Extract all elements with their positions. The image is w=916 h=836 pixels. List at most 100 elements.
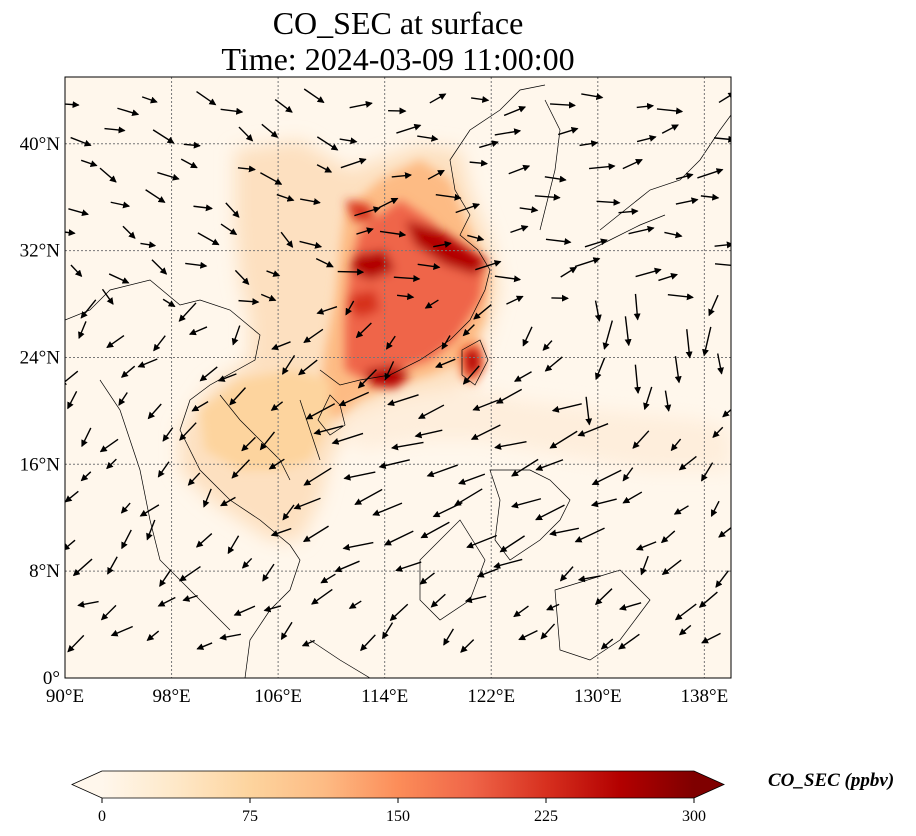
wind-arrow — [280, 621, 293, 641]
wind-arrow — [508, 164, 531, 175]
wind-arrow — [466, 534, 498, 549]
wind-arrow — [303, 328, 324, 344]
wind-arrow — [549, 430, 578, 449]
wind-arrow — [622, 159, 643, 170]
wind-arrow — [303, 88, 325, 103]
wind-arrow — [660, 530, 676, 544]
wind-arrow — [658, 273, 678, 282]
wind-arrow — [455, 203, 481, 214]
wind-arrow — [141, 96, 158, 104]
lon-tick-label: 122°E — [467, 686, 515, 707]
wind-arrow — [301, 639, 315, 647]
wind-arrow — [701, 462, 714, 482]
lat-tick-label: 40°N — [20, 134, 61, 155]
wind-arrow — [382, 622, 394, 640]
wind-arrow — [511, 458, 539, 477]
wind-arrow — [678, 455, 697, 471]
wind-arrow — [549, 527, 579, 537]
wind-arrow — [545, 238, 572, 246]
wind-arrow — [196, 91, 217, 106]
wind-arrow — [65, 101, 80, 109]
wind-arrow — [479, 140, 499, 149]
wind-arrow — [188, 326, 208, 336]
wind-arrow — [673, 505, 689, 515]
wind-arrow — [475, 260, 502, 271]
colorbar-min-extension — [72, 771, 102, 798]
wind-arrow — [560, 266, 578, 278]
wind-arrow — [238, 126, 254, 142]
wind-arrow — [104, 126, 126, 134]
wind-arrow — [697, 168, 724, 179]
wind-arrow — [579, 140, 599, 148]
wind-arrow — [519, 206, 539, 214]
wind-arrow — [594, 300, 602, 322]
wind-arrow — [140, 241, 157, 249]
wind-arrow — [70, 136, 92, 147]
lon-tick-label: 138°E — [681, 686, 729, 707]
wind-arrow — [602, 320, 613, 350]
wind-arrow — [685, 329, 693, 359]
wind-arrow — [231, 325, 241, 346]
wind-arrow — [417, 134, 439, 142]
wind-arrow — [241, 557, 253, 569]
wind-arrow — [420, 521, 450, 539]
wind-arrow — [462, 324, 475, 337]
wind-arrow — [65, 490, 79, 503]
wind-arrow — [337, 268, 365, 276]
wind-arrow — [147, 403, 162, 420]
wind-arrow — [635, 541, 657, 551]
wind-arrow — [624, 316, 632, 347]
wind-arrow — [157, 171, 180, 181]
wind-arrow — [429, 93, 447, 104]
wind-arrow — [460, 639, 475, 653]
wind-arrow — [340, 157, 367, 169]
wind-arrow — [345, 300, 355, 316]
wind-arrow — [419, 572, 435, 585]
wind-arrow — [197, 232, 220, 246]
wind-arrow — [378, 197, 399, 209]
wind-arrow — [72, 558, 93, 577]
wind-arrow — [424, 299, 439, 309]
wind-arrow — [191, 401, 209, 412]
wind-arrow — [316, 306, 338, 315]
wind-arrow — [270, 527, 292, 537]
map-frame — [64, 76, 732, 679]
wind-arrow — [217, 373, 237, 382]
wind-arrow — [202, 488, 212, 508]
wind-arrow — [65, 370, 79, 387]
wind-arrow — [513, 605, 529, 618]
wind-arrow — [68, 208, 89, 217]
wind-arrow — [220, 107, 244, 115]
lon-tick-label: 130°E — [574, 686, 622, 707]
wind-arrow — [470, 424, 501, 440]
wind-arrow — [187, 472, 201, 486]
wind-arrow — [121, 529, 132, 550]
wind-arrow — [157, 596, 176, 607]
wind-arrow — [384, 361, 395, 381]
wind-arrow — [334, 560, 360, 573]
wind-vectors — [65, 88, 731, 653]
wind-arrow — [338, 391, 370, 407]
wind-arrow — [320, 573, 336, 584]
wind-arrow — [70, 264, 83, 278]
wind-arrow — [435, 358, 456, 369]
wind-arrow — [559, 566, 574, 582]
wind-arrow — [664, 231, 683, 239]
wind-arrow — [80, 159, 98, 167]
colorbar-max-extension — [694, 771, 724, 798]
wind-arrow — [535, 504, 565, 521]
wind-arrow — [467, 234, 485, 242]
lon-tick-label: 90°E — [46, 686, 84, 707]
wind-arrow — [266, 270, 281, 277]
wind-arrow — [260, 172, 283, 185]
wind-arrow — [101, 288, 114, 305]
wind-arrow — [110, 625, 133, 637]
wind-arrow — [386, 335, 396, 350]
wind-arrow — [396, 123, 422, 134]
wind-arrow — [472, 399, 499, 411]
wind-arrow — [510, 225, 529, 234]
wind-arrow — [313, 425, 344, 436]
wind-arrow — [546, 603, 560, 611]
wind-arrow — [636, 102, 655, 110]
wind-arrow — [193, 204, 213, 212]
